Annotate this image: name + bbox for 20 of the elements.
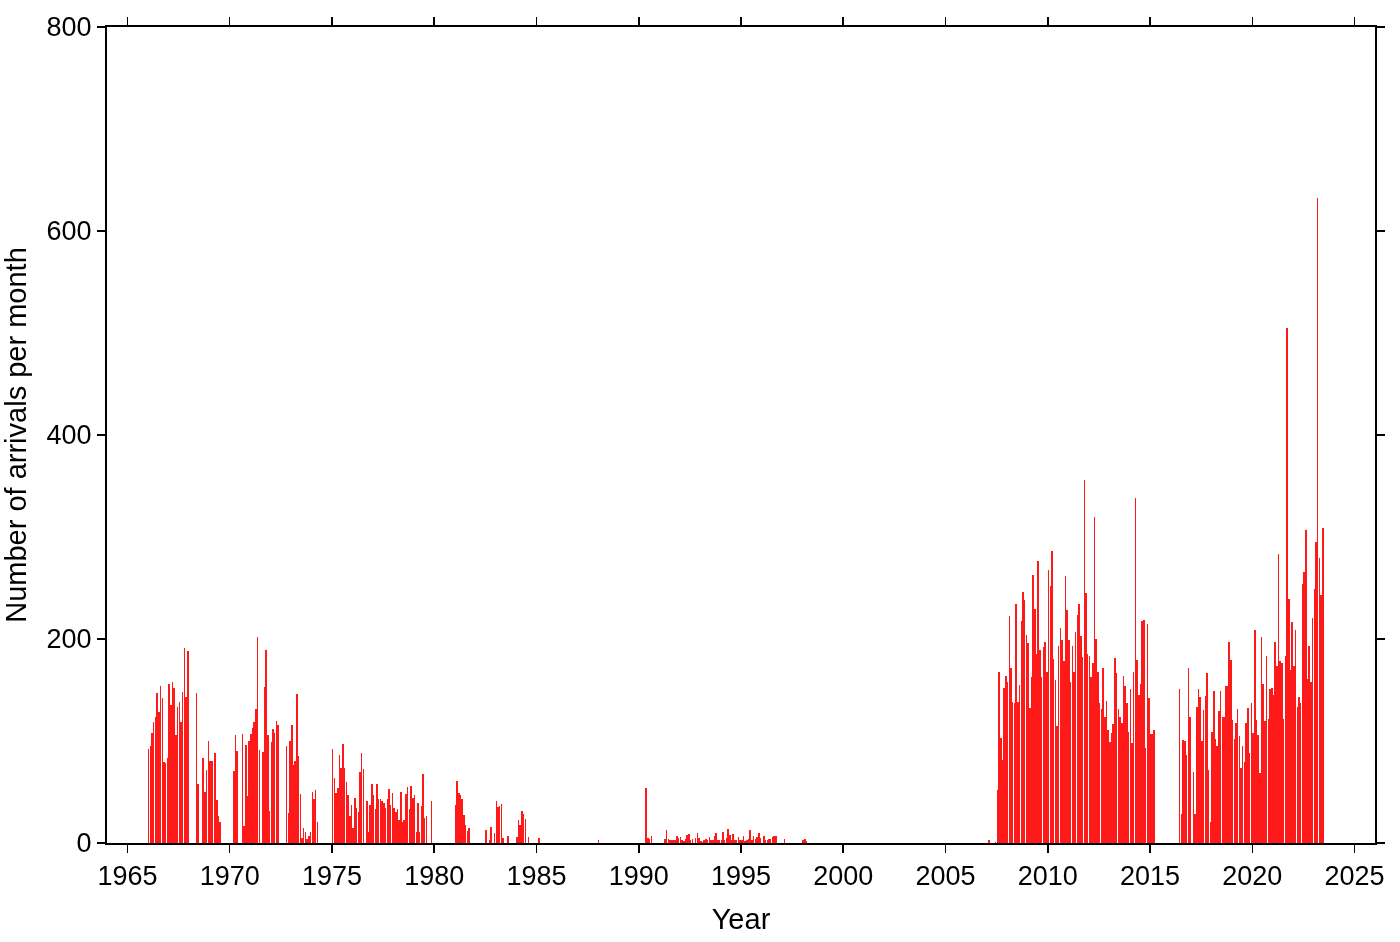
x-tick-label: 1995	[710, 861, 772, 892]
y-tick-label: 800	[46, 12, 92, 43]
x-tick-label: 2010	[1017, 861, 1078, 892]
x-axis-title: Year	[711, 902, 771, 935]
y-tick-label: 600	[46, 216, 92, 247]
x-tick-label: 2005	[915, 861, 976, 892]
y-axis-title: Number of arrivals per month	[0, 247, 32, 623]
x-tick-label: 1980	[404, 861, 465, 892]
x-tick-label: 1965	[97, 861, 158, 892]
x-tick-label: 1970	[199, 861, 260, 892]
x-tick-label: 1985	[506, 861, 567, 892]
y-tick-label: 0	[76, 828, 92, 859]
x-tick-label: 2015	[1119, 861, 1181, 892]
x-tick-label: 1990	[608, 861, 669, 892]
y-tick-label: 400	[46, 420, 92, 451]
x-tick-label: 2000	[813, 861, 874, 892]
x-tick-label: 2020	[1222, 861, 1283, 892]
x-tick-label: 2025	[1324, 861, 1385, 892]
x-tick-label: 1975	[301, 861, 363, 892]
y-tick-label: 200	[46, 624, 92, 655]
